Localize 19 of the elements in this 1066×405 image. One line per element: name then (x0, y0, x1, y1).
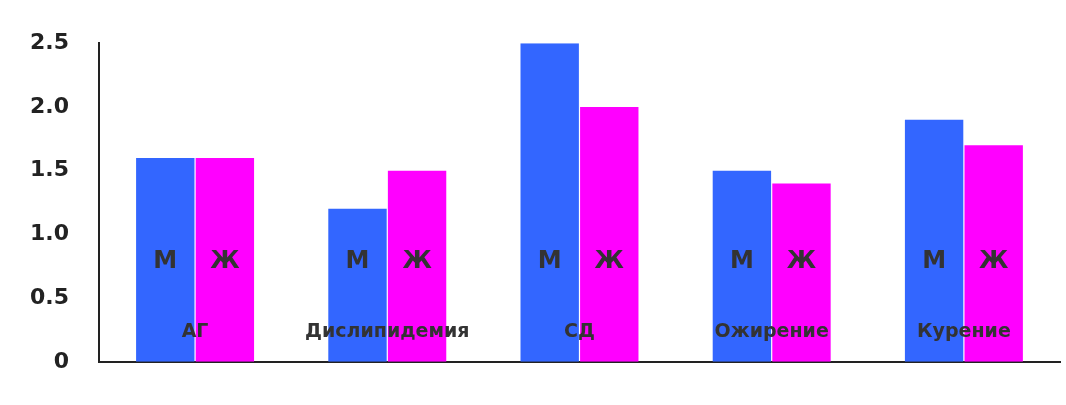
text: Ж (402, 246, 432, 275)
series-label: Ж (210, 246, 241, 275)
series-label: М (153, 246, 178, 275)
y-tick-label: 1.5 (29, 156, 69, 182)
text: М (537, 246, 562, 275)
x-tick-label: СД (564, 318, 595, 341)
y-tick-label: 0 (53, 347, 69, 373)
text: Ж (786, 246, 817, 275)
text: Ж (594, 246, 624, 275)
x-tick-label: Дислипидемия (305, 318, 470, 341)
y-tick-label: 0.5 (29, 283, 69, 309)
y-tick-label: 2.0 (29, 92, 69, 118)
y-tick-label: 2.5 (29, 28, 69, 54)
text: М (345, 246, 370, 275)
text: М (729, 246, 754, 275)
y-tick-label: 1.0 (29, 220, 69, 246)
text: Ж (978, 246, 1009, 275)
text: М (922, 246, 947, 275)
x-tick-label: Ожирение (714, 318, 829, 341)
